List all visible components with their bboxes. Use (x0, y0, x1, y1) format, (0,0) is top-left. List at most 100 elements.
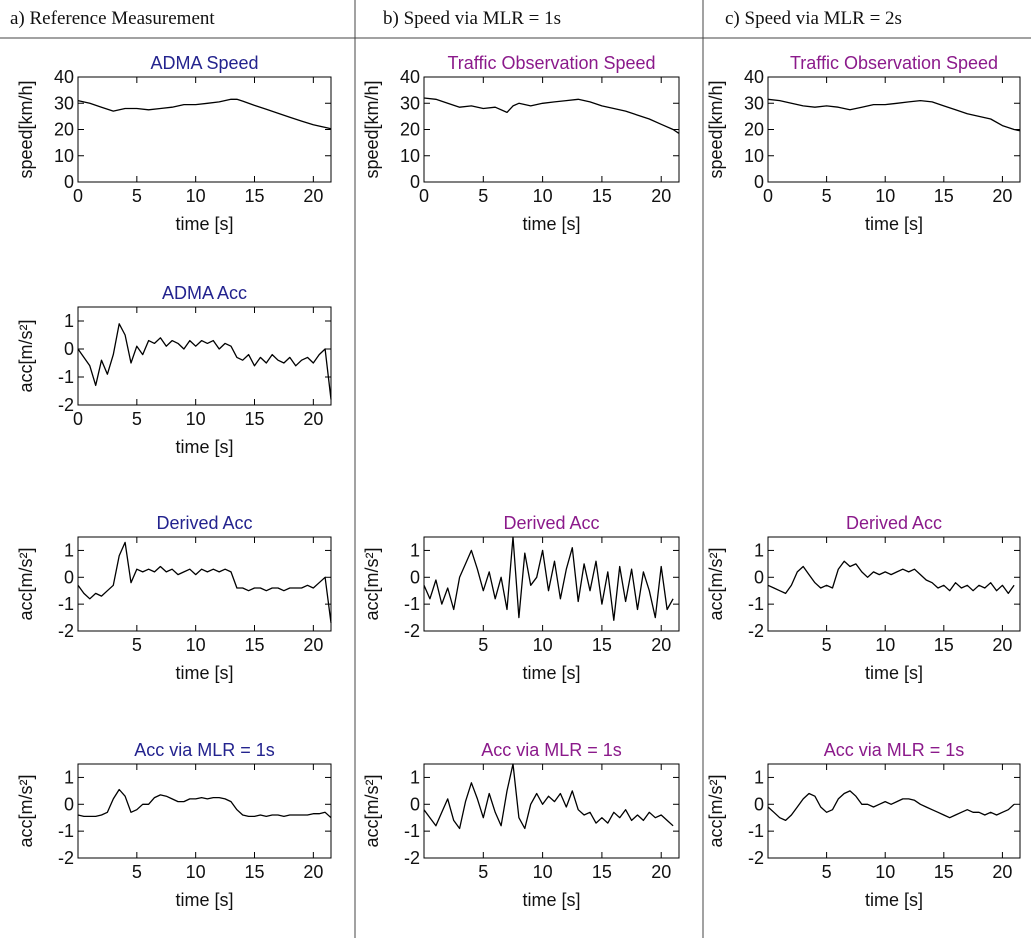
y-tick-label: 0 (64, 794, 74, 814)
y-tick-label: 40 (54, 67, 74, 87)
y-tick-label: -1 (748, 594, 764, 614)
x-axis-label: time [s] (865, 663, 923, 683)
y-tick-label: -1 (58, 367, 74, 387)
x-tick-label: 20 (651, 635, 671, 655)
x-tick-label: 20 (651, 862, 671, 882)
y-tick-label: 20 (54, 120, 74, 140)
x-tick-label: 20 (303, 635, 323, 655)
x-tick-label: 10 (875, 862, 895, 882)
y-axis-label: speed[km/h] (706, 80, 726, 178)
data-line (423, 763, 674, 830)
y-tick-label: 0 (64, 339, 74, 359)
x-tick-label: 20 (992, 186, 1012, 206)
x-tick-label: 10 (186, 635, 206, 655)
y-tick-label: 1 (64, 767, 74, 787)
plot-frame (423, 763, 680, 859)
y-tick-label: 10 (54, 146, 74, 166)
plot-frame (77, 76, 332, 183)
column-header: c) Speed via MLR = 2s (725, 8, 902, 29)
x-tick-label: 20 (303, 409, 323, 429)
y-tick-label: -1 (404, 821, 420, 841)
x-axis-label: time [s] (522, 890, 580, 910)
y-tick-label: 30 (744, 93, 764, 113)
y-axis-label: acc[m/s²] (362, 547, 382, 620)
data-line (77, 323, 332, 400)
x-tick-label: 0 (73, 186, 83, 206)
y-tick-label: -2 (748, 848, 764, 868)
x-axis-label: time [s] (865, 214, 923, 234)
y-tick-label: -1 (404, 594, 420, 614)
x-axis-label: time [s] (175, 890, 233, 910)
x-tick-label: 5 (132, 409, 142, 429)
y-tick-label: 20 (400, 120, 420, 140)
x-tick-label: 15 (244, 862, 264, 882)
y-tick-label: 1 (64, 311, 74, 331)
y-tick-label: -2 (58, 621, 74, 641)
chart-title: Derived Acc (503, 513, 599, 533)
x-tick-label: 15 (934, 635, 954, 655)
y-tick-label: 0 (410, 172, 420, 192)
x-tick-label: 0 (73, 409, 83, 429)
x-tick-label: 10 (875, 186, 895, 206)
x-tick-label: 5 (132, 186, 142, 206)
chart-title: Derived Acc (156, 513, 252, 533)
data-line (767, 560, 1015, 595)
column-header: a) Reference Measurement (10, 8, 215, 29)
plot-frame (767, 763, 1021, 859)
y-tick-label: 0 (410, 567, 420, 587)
x-tick-label: 15 (592, 635, 612, 655)
x-axis-label: time [s] (522, 214, 580, 234)
chart-title: ADMA Acc (162, 283, 247, 303)
data-line (77, 788, 332, 819)
x-tick-label: 10 (186, 862, 206, 882)
data-line (767, 790, 1015, 822)
y-tick-label: 1 (754, 540, 764, 560)
y-tick-label: -2 (58, 848, 74, 868)
x-tick-label: 0 (419, 186, 429, 206)
x-tick-label: 5 (822, 635, 832, 655)
y-tick-label: 0 (754, 172, 764, 192)
plot-frame (423, 536, 680, 632)
data-line (77, 541, 332, 623)
x-tick-label: 15 (244, 635, 264, 655)
plot-frame (77, 306, 332, 406)
x-tick-label: 5 (822, 186, 832, 206)
x-axis-label: time [s] (175, 214, 233, 234)
chart-title: Traffic Observation Speed (790, 53, 998, 73)
x-tick-label: 5 (478, 186, 488, 206)
y-tick-label: 0 (64, 172, 74, 192)
x-axis-label: time [s] (175, 437, 233, 457)
y-tick-label: 1 (64, 540, 74, 560)
x-axis-label: time [s] (175, 663, 233, 683)
x-tick-label: 10 (533, 862, 553, 882)
x-tick-label: 15 (244, 409, 264, 429)
chart-title: ADMA Speed (150, 53, 258, 73)
x-tick-label: 5 (132, 635, 142, 655)
chart-title: Acc via MLR = 1s (481, 740, 622, 760)
x-tick-label: 15 (934, 186, 954, 206)
x-tick-label: 15 (592, 186, 612, 206)
y-tick-label: -1 (748, 821, 764, 841)
y-tick-label: 1 (410, 540, 420, 560)
chart-title: Acc via MLR = 1s (824, 740, 965, 760)
x-tick-label: 10 (533, 186, 553, 206)
y-tick-label: 10 (744, 146, 764, 166)
x-tick-label: 10 (533, 635, 553, 655)
x-tick-label: 20 (303, 862, 323, 882)
y-tick-label: 0 (64, 567, 74, 587)
y-tick-label: -1 (58, 594, 74, 614)
y-axis-label: acc[m/s²] (706, 774, 726, 847)
y-axis-label: acc[m/s²] (16, 774, 36, 847)
y-tick-label: -2 (748, 621, 764, 641)
x-tick-label: 15 (244, 186, 264, 206)
y-tick-label: 1 (754, 767, 764, 787)
y-tick-label: 10 (400, 146, 420, 166)
data-line (423, 97, 680, 134)
plot-frame (767, 76, 1021, 183)
y-axis-label: speed[km/h] (362, 80, 382, 178)
y-axis-label: acc[m/s²] (16, 319, 36, 392)
y-tick-label: 40 (400, 67, 420, 87)
y-axis-label: speed[km/h] (16, 80, 36, 178)
plot-frame (767, 536, 1021, 632)
